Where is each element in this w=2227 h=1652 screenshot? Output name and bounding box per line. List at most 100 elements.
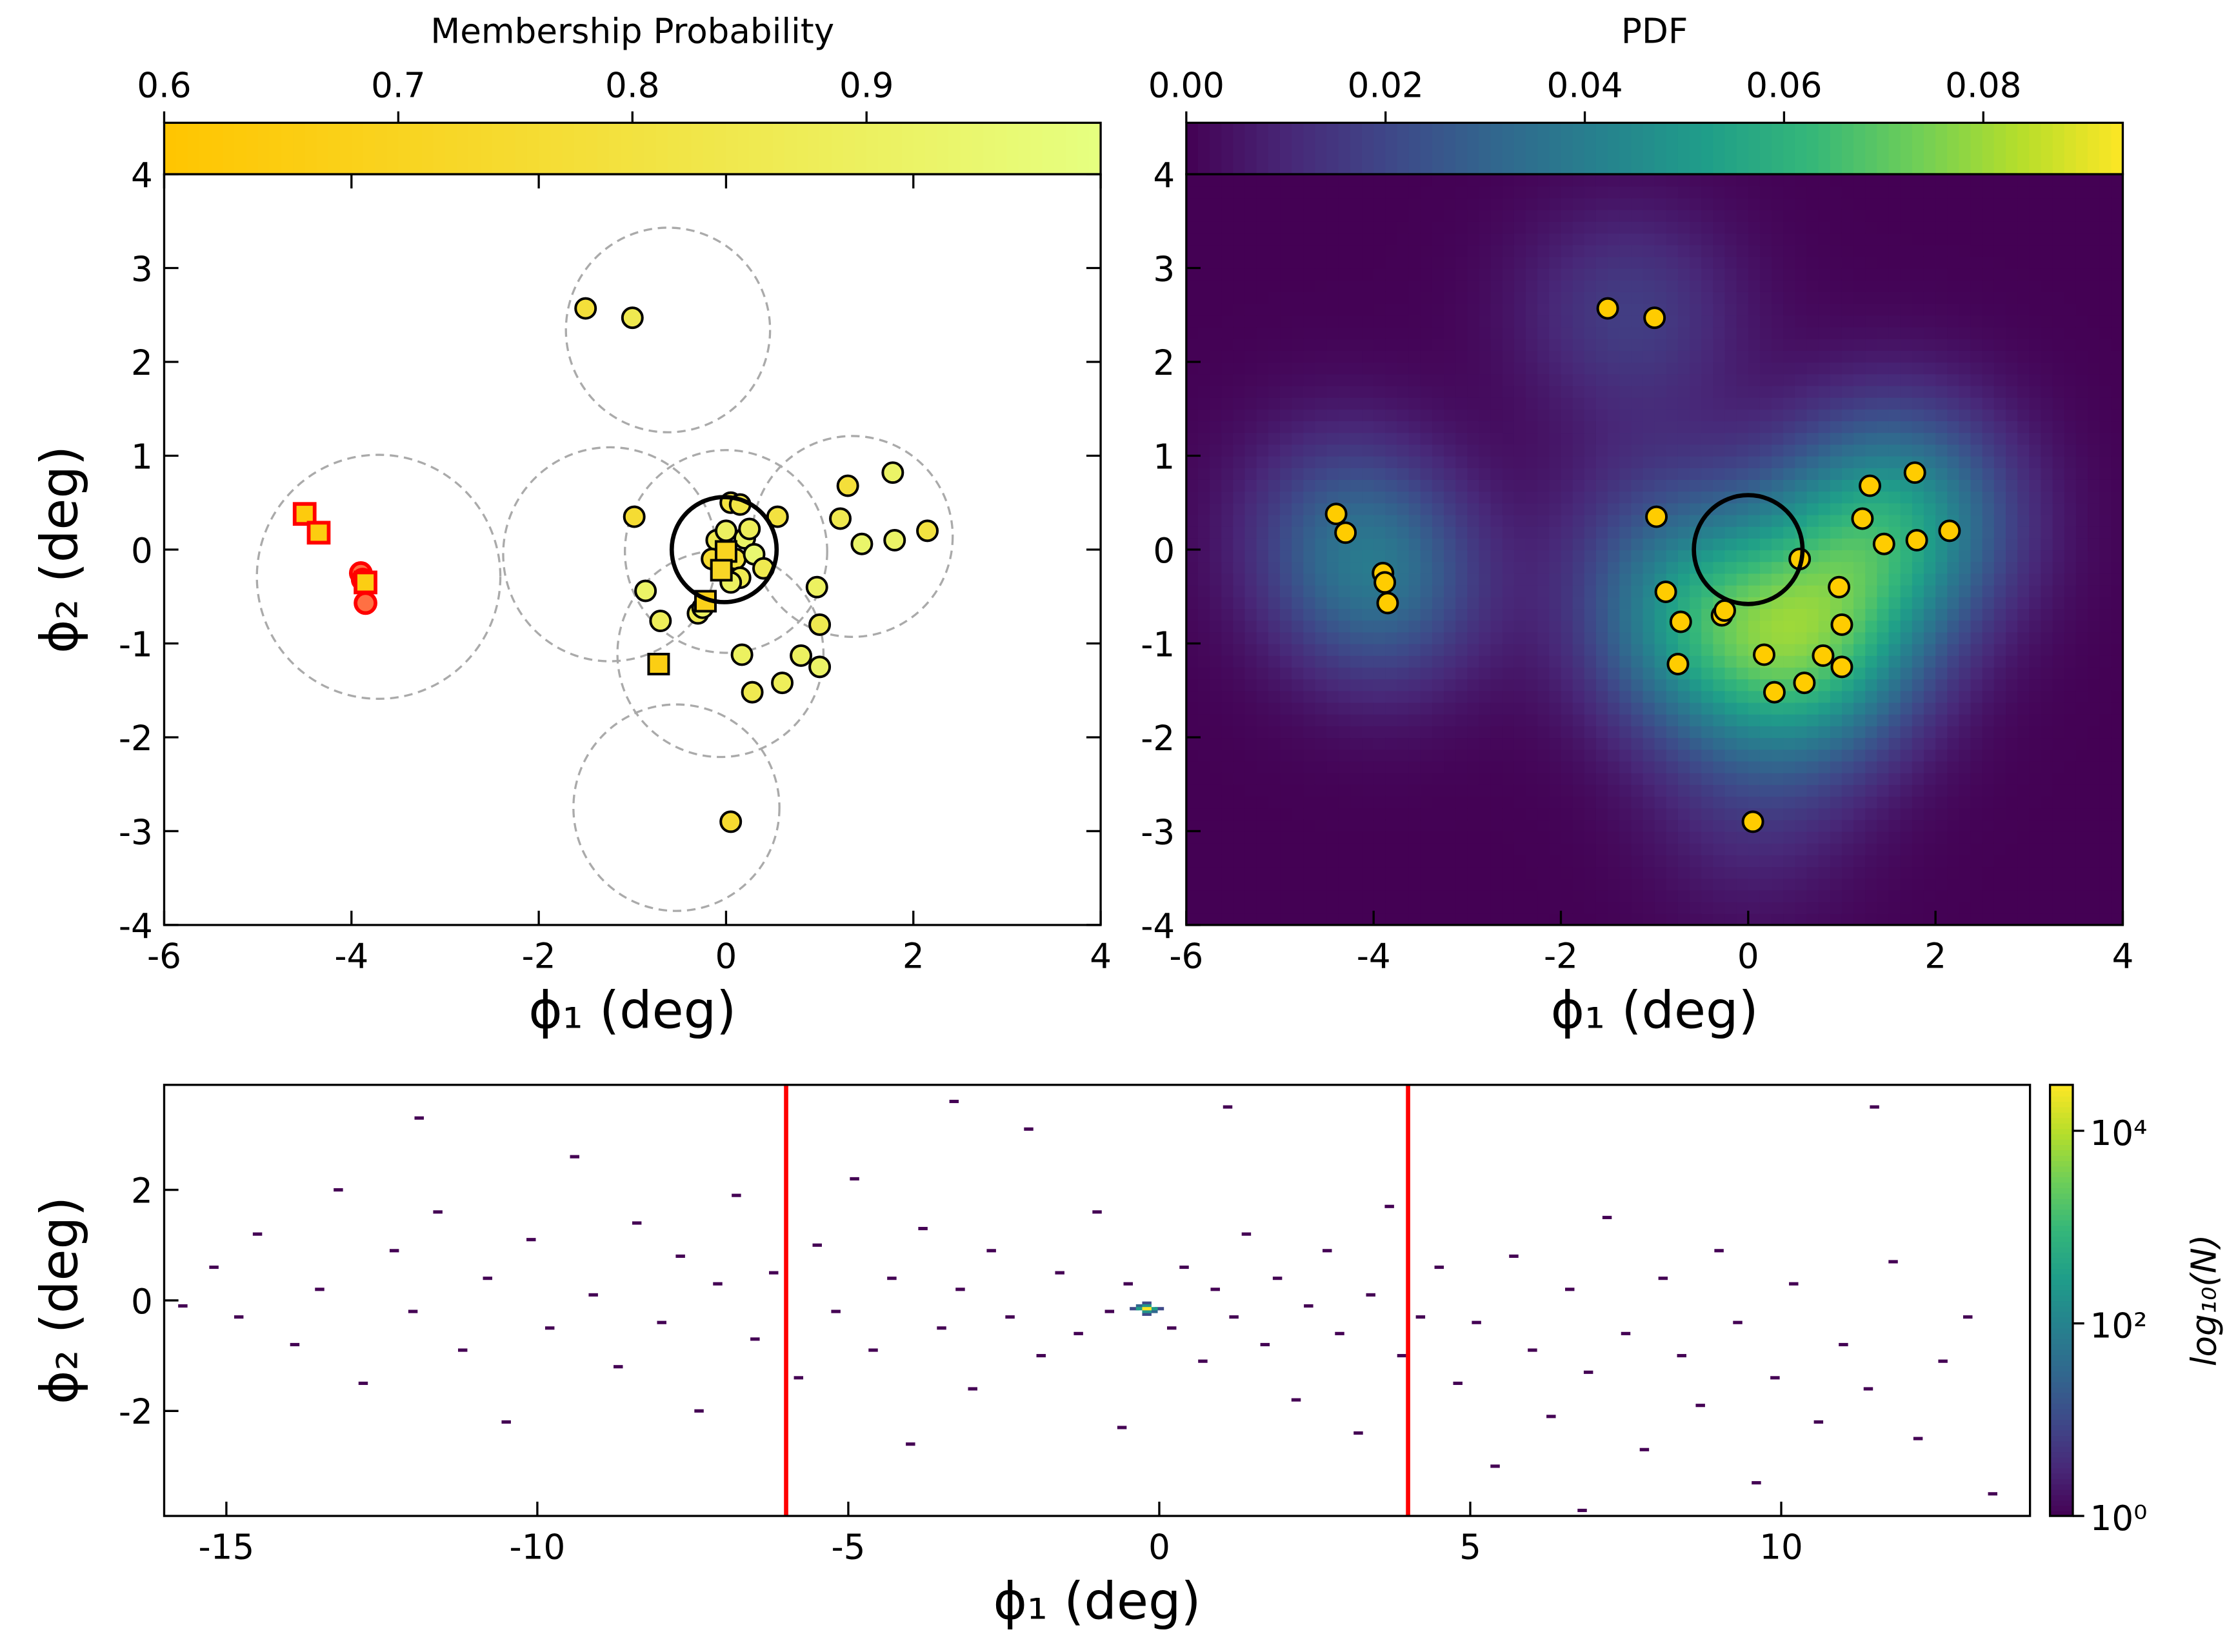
- density-cell: [1292, 408, 1304, 422]
- density-cell: [1513, 467, 1527, 480]
- density-cell: [1537, 397, 1550, 410]
- density-cell: [1643, 713, 1655, 726]
- density-cell: [1244, 338, 1257, 351]
- density-cell: [1713, 690, 1726, 703]
- density-cell: [1690, 713, 1703, 726]
- density-cell: [1713, 232, 1726, 246]
- density-cell: [1268, 584, 1281, 597]
- colorbar-slice: [515, 123, 528, 175]
- density-cell: [1315, 491, 1328, 504]
- density-cell: [1748, 397, 1761, 410]
- density-cell: [1537, 503, 1550, 515]
- density-cell: [1186, 268, 1199, 281]
- density-cell: [1877, 315, 1890, 328]
- density-cell: [1631, 362, 1644, 375]
- density-cell: [1408, 362, 1421, 375]
- density-cell: [1408, 819, 1421, 832]
- density-cell: [1818, 725, 1831, 739]
- density-cell: [1818, 913, 1831, 926]
- density-cell: [1818, 526, 1831, 539]
- colorbar-slice: [831, 123, 844, 175]
- density-cell: [1619, 737, 1632, 750]
- density-cell: [1631, 467, 1644, 480]
- density-cell: [1713, 808, 1726, 821]
- density-cell: [1490, 291, 1503, 304]
- density-cell: [1877, 221, 1890, 234]
- density-cell: [1970, 573, 1983, 586]
- density-cell: [1888, 632, 1901, 644]
- density-cell: [1783, 901, 1796, 914]
- density-cell: [1362, 503, 1375, 515]
- density-cell: [1373, 772, 1386, 785]
- density-cell: [1244, 854, 1257, 868]
- density-cell: [1280, 573, 1293, 586]
- density-cell: [1526, 385, 1539, 398]
- density-cell: [1643, 819, 1655, 832]
- density-cell: [1865, 890, 1878, 902]
- density-cell: [1888, 303, 1901, 316]
- density-cell: [1912, 444, 1925, 457]
- density-cell: [1490, 186, 1503, 199]
- density-cell: [1877, 561, 1890, 574]
- density-cell: [1373, 690, 1386, 703]
- density-cell: [1993, 455, 2007, 468]
- density-cell: [1490, 408, 1503, 422]
- density-cell: [1432, 526, 1445, 539]
- density-cell: [1244, 537, 1257, 551]
- density-cell: [1772, 479, 1784, 492]
- density-cell: [1233, 713, 1246, 726]
- density-cell: [1256, 338, 1269, 351]
- density-cell: [1292, 890, 1304, 902]
- density-cell: [1666, 491, 1679, 504]
- density-cell: [1221, 632, 1234, 644]
- density-cell: [1993, 326, 2007, 339]
- density-cell: [1338, 279, 1351, 292]
- density-cell: [1210, 901, 1223, 914]
- density-cell: [1666, 291, 1679, 304]
- density-cell: [1432, 479, 1445, 492]
- density-cell: [1643, 913, 1655, 926]
- density-cell: [1865, 913, 1878, 926]
- density-cell: [1221, 186, 1234, 199]
- density-cell: [1432, 713, 1445, 726]
- density-cell: [1186, 385, 1199, 398]
- density-cell: [1326, 713, 1339, 726]
- density-cell: [1479, 256, 1492, 269]
- density-cell: [1959, 702, 1972, 715]
- density-cell: [1455, 643, 1468, 656]
- density-cell: [1713, 455, 1726, 468]
- density-cell: [1210, 197, 1223, 210]
- density-cell: [1631, 268, 1644, 281]
- density-cell: [2041, 784, 2053, 797]
- density-cell: [1783, 842, 1796, 855]
- density-cell: [1677, 819, 1691, 832]
- density-cell: [1713, 537, 1726, 551]
- density-cell: [1830, 690, 1843, 703]
- density-cell: [1197, 526, 1211, 539]
- density-cell: [1326, 866, 1339, 879]
- density-cell: [1338, 795, 1351, 809]
- density-cell: [1385, 854, 1398, 868]
- density-cell: [1490, 315, 1503, 328]
- density-cell: [1338, 244, 1351, 257]
- density-cell: [1959, 221, 1972, 234]
- density-cell: [1280, 608, 1293, 621]
- density-cell: [1244, 608, 1257, 621]
- density-cell: [1935, 702, 1948, 715]
- density-cell: [1631, 432, 1644, 445]
- density-cell: [1385, 772, 1398, 785]
- density-cell: [2006, 890, 2019, 902]
- density-cell: [1420, 268, 1433, 281]
- density-cell: [1432, 537, 1445, 551]
- density-cell: [1479, 479, 1492, 492]
- density-cell: [1619, 890, 1632, 902]
- density-cell: [2052, 632, 2065, 644]
- density-cell: [1561, 338, 1573, 351]
- density-cell: [2041, 303, 2053, 316]
- density-cell: [1724, 901, 1737, 914]
- density-cell: [1677, 713, 1691, 726]
- density-cell: [1888, 808, 1901, 821]
- density-cell: [1326, 326, 1339, 339]
- density-cell: [1865, 772, 1878, 785]
- density-cell: [1818, 854, 1831, 868]
